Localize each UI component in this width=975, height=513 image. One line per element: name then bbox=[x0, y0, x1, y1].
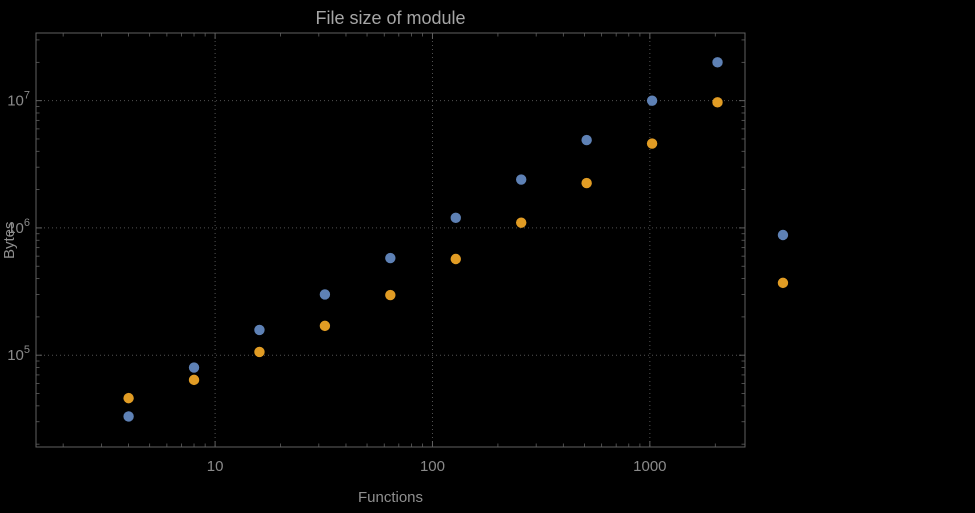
point-series-1-blue bbox=[254, 324, 265, 336]
point-series-1-blue bbox=[646, 95, 658, 106]
point-series-1-blue bbox=[188, 362, 200, 373]
point-series-1-blue bbox=[777, 229, 789, 241]
y-tick-label: 106 bbox=[7, 217, 30, 237]
y-tick-label: 107 bbox=[7, 90, 30, 110]
x-tick-label: 100 bbox=[420, 458, 445, 475]
point-series-2-orange bbox=[385, 289, 396, 301]
data-points bbox=[123, 57, 789, 422]
point-series-1-blue bbox=[450, 212, 461, 224]
x-tick-label: 10 bbox=[207, 458, 224, 475]
point-series-2-orange bbox=[188, 374, 200, 386]
point-series-2-orange bbox=[712, 97, 723, 108]
point-series-2-orange bbox=[581, 177, 592, 189]
gridlines bbox=[36, 33, 745, 447]
tick-marks bbox=[36, 33, 745, 447]
point-series-1-blue bbox=[123, 411, 134, 422]
tick-labels: 10 100 1000 105 106 107 bbox=[7, 90, 666, 475]
point-series-2-orange bbox=[123, 392, 134, 404]
point-series-2-orange bbox=[450, 253, 461, 265]
point-series-2-orange bbox=[516, 217, 527, 228]
point-series-2-orange bbox=[646, 138, 658, 149]
point-series-1-blue bbox=[581, 134, 592, 146]
y-tick-label: 105 bbox=[7, 344, 30, 364]
chart-title: File size of module bbox=[315, 8, 466, 28]
x-tick-label: 1000 bbox=[633, 458, 666, 475]
point-series-2-orange bbox=[254, 346, 265, 358]
point-series-2-orange bbox=[777, 277, 789, 289]
point-series-2-orange bbox=[319, 320, 331, 332]
point-series-1-blue bbox=[516, 174, 527, 185]
point-series-1-blue bbox=[319, 289, 331, 300]
point-series-1-blue bbox=[712, 57, 723, 68]
plot-frame bbox=[35, 32, 746, 448]
point-series-1-blue bbox=[385, 252, 396, 264]
x-axis-label: Functions bbox=[357, 489, 424, 506]
